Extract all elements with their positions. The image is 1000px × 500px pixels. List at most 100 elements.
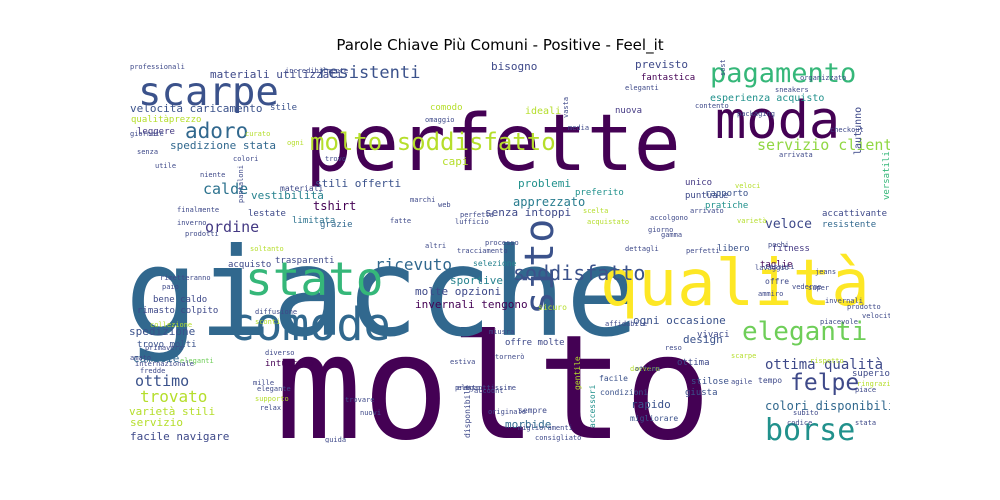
word-82: giusta: [685, 388, 718, 398]
word-153: jeans: [815, 268, 836, 276]
word-20: ordine: [205, 218, 259, 236]
word-59: leggere: [137, 127, 175, 137]
word-86: taglie: [760, 260, 793, 270]
word-163: arrivato: [690, 207, 724, 215]
word-65: accattivante: [822, 209, 887, 219]
word-63: rapporto: [705, 189, 748, 199]
word-98: colori: [233, 155, 258, 163]
word-42: morbide: [505, 418, 551, 431]
word-44: senza intoppi: [485, 206, 571, 219]
word-17: servizio clienti: [757, 136, 890, 154]
word-150: invernali: [825, 297, 863, 305]
word-0: molto: [275, 304, 712, 443]
word-9: eleganti: [742, 317, 867, 347]
word-77: intuitivo: [265, 359, 314, 369]
word-25: veloce: [765, 217, 812, 232]
word-cloud: molto giacche perfette qualità moda comode sta…: [125, 60, 890, 443]
word-110: packaging: [737, 110, 775, 118]
word-94: sicuro: [538, 303, 567, 312]
word-164: accolgono: [650, 214, 688, 222]
word-103: ogni: [287, 139, 304, 147]
word-8: scarpe: [138, 70, 279, 115]
word-54: nuova: [615, 106, 642, 116]
word-179: eleganttissime: [457, 384, 516, 392]
word-135: estiva: [450, 358, 475, 366]
word-5: comode: [228, 298, 391, 351]
word-100: collezione: [150, 321, 192, 329]
word-143: ottime: [635, 365, 660, 373]
word-14: adoro: [185, 119, 248, 143]
word-67: libero: [717, 244, 750, 254]
word-60: unico: [685, 178, 712, 188]
word-125: inverno: [177, 219, 207, 227]
word-173: incredibilmente: [285, 67, 348, 75]
word-180: senza: [137, 148, 158, 156]
word-37: camicie: [133, 352, 179, 365]
word-90: sempre: [518, 406, 547, 415]
word-19: ricevuto: [375, 255, 452, 274]
word-96: materiali: [280, 184, 324, 193]
word-16: resistenti: [318, 63, 420, 83]
word-87: offre: [765, 277, 789, 286]
word-137: supporto: [255, 395, 289, 403]
word-76: trovo molti: [137, 340, 197, 350]
word-85: superiore: [852, 369, 890, 379]
word-126: finalmente: [177, 206, 219, 214]
word-151: prodotto: [847, 303, 881, 311]
word-84: tempo: [758, 376, 782, 385]
word-160: tracciamento: [457, 247, 508, 255]
word-130: rimetteranno: [160, 274, 211, 282]
word-104: scelta: [583, 207, 608, 215]
word-136: elegante: [257, 385, 291, 393]
word-140: originale: [488, 408, 526, 416]
word-74: bene caldo: [153, 295, 207, 305]
word-183: piacevole: [820, 318, 858, 326]
word-79: vivaci: [697, 330, 730, 340]
word-51: fantastica: [641, 73, 695, 83]
word-184: rispetto: [810, 357, 844, 365]
word-134: fredde: [140, 367, 165, 375]
word-146: lavaggio: [755, 264, 789, 272]
word-4: moda: [715, 91, 840, 151]
word-15: soddisfatto: [513, 261, 645, 285]
word-62: preferito: [575, 188, 624, 198]
word-39: servizio: [130, 416, 183, 429]
word-156: perfetti: [686, 247, 720, 255]
word-32: molte opzioni: [415, 285, 501, 298]
word-93: accessori: [588, 384, 597, 428]
word-30: materiali utilizzati: [210, 68, 342, 81]
word-23: calde: [203, 180, 248, 198]
word-56: versatili: [882, 151, 890, 200]
word-141: tornerò: [495, 353, 525, 361]
word-122: trovare: [345, 396, 375, 404]
word-116: stata: [855, 419, 876, 427]
word-35: spedizione: [129, 325, 195, 338]
word-138: relax: [260, 404, 281, 412]
word-106: varietà: [737, 217, 767, 225]
word-172: eleganti: [625, 84, 659, 92]
word-cloud-canvas: moltogiaccheperfettequalitàmodacomodesta…: [125, 60, 890, 443]
word-13: felpe: [790, 370, 859, 396]
word-174: pantaloni: [237, 165, 245, 203]
word-133: internazionale: [135, 360, 194, 368]
word-147: ammiro: [758, 290, 783, 298]
word-53: ideali: [525, 106, 561, 117]
word-78: offre molte: [505, 338, 565, 348]
word-10: borse: [765, 413, 855, 443]
word-11: molto soddisfatto: [310, 128, 556, 156]
word-81: stilose: [691, 377, 729, 387]
word-47: capi: [442, 155, 469, 168]
word-166: giorno: [648, 226, 673, 234]
word-71: lestate: [248, 209, 286, 219]
word-68: fitness: [772, 244, 810, 254]
word-12: pagamento: [710, 60, 856, 89]
word-28: spedizione stata: [170, 139, 276, 152]
word-170: media: [568, 124, 589, 132]
word-175: sostenibile: [719, 60, 727, 76]
word-131: primavera: [145, 344, 183, 352]
word-178: presto: [455, 384, 480, 392]
word-89: condizioni: [600, 388, 648, 397]
word-27: apprezzato: [513, 195, 585, 209]
word-72: acquisto: [228, 260, 271, 270]
word-92: gentile: [573, 356, 582, 390]
